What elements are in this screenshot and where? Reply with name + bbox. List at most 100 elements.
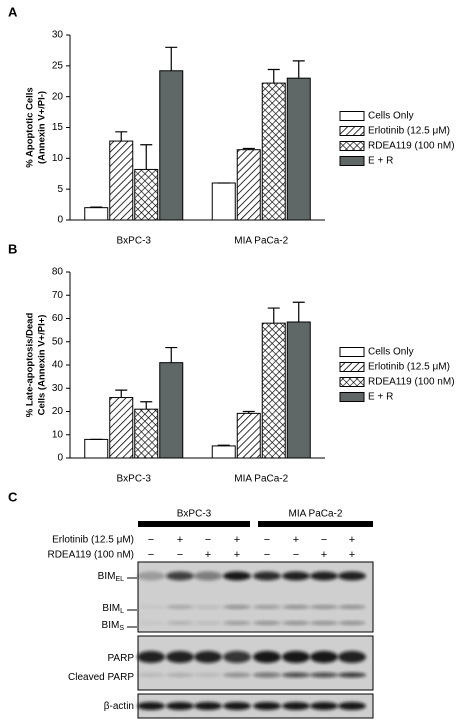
blot-band <box>223 605 251 609</box>
band-name: BIM <box>102 603 120 614</box>
treatment-sign: − <box>148 549 154 561</box>
treatment-sign: + <box>177 534 183 546</box>
legend-label: Erlotinib (12.5 μM) <box>368 126 450 137</box>
treatment-sign: + <box>321 549 327 561</box>
error-bar <box>242 410 255 414</box>
y-tick-label: 80 <box>52 267 64 278</box>
blot-band <box>282 651 310 663</box>
x-tick-label: MIA PaCa-2 <box>234 474 288 485</box>
bar <box>236 149 261 221</box>
blot-band <box>338 702 366 710</box>
x-tick-label: BxPC-3 <box>117 236 152 247</box>
bar <box>134 168 159 221</box>
blot-band <box>137 605 165 609</box>
bar <box>109 140 134 221</box>
treatment-sign: + <box>234 549 240 561</box>
bar <box>159 362 184 459</box>
y-tick-label: 50 <box>52 336 64 347</box>
y-axis-label: % Late-apoptosis/Dead <box>25 313 36 418</box>
y-tick-label: 30 <box>52 30 64 41</box>
cell-line-label: MIA PaCa-2 <box>289 509 343 520</box>
blot-band <box>137 571 165 581</box>
blot-band <box>338 571 366 581</box>
band-label: BIMEL <box>98 571 124 583</box>
legend-label: RDEA119 (100 nM) <box>368 377 455 388</box>
blot-membrane <box>137 635 374 691</box>
band-label: BIML <box>102 603 124 615</box>
y-tick-label: 10 <box>52 429 64 440</box>
bar <box>159 70 184 221</box>
blot-band <box>282 605 310 609</box>
treatment-sign: − <box>293 549 299 561</box>
treatment-sign: − <box>264 534 270 546</box>
bar <box>286 77 311 221</box>
blot-band <box>223 702 251 710</box>
band-label: PARP <box>108 653 135 664</box>
treatment-sign: + <box>205 549 211 561</box>
blot-band <box>137 621 165 625</box>
error-bar <box>90 206 103 208</box>
band-name: PARP <box>108 653 135 664</box>
error-bar <box>267 68 280 84</box>
treatment-label: Erlotinib (12.5 μM) <box>52 535 134 546</box>
band-name: BIM <box>102 620 120 631</box>
blot-band <box>310 672 338 678</box>
blot-band <box>194 702 222 710</box>
cell-line-bar <box>138 521 250 527</box>
y-tick-label: 25 <box>52 60 64 71</box>
y-tick-label: 5 <box>57 184 63 195</box>
x-tick-label: MIA PaCa-2 <box>234 236 288 247</box>
error-bar <box>292 301 305 322</box>
legend-label: E + R <box>368 156 393 167</box>
bar <box>109 397 134 459</box>
blot-band <box>166 702 194 710</box>
blot-band <box>282 702 310 710</box>
error-bar <box>115 131 128 142</box>
legend-label: E + R <box>368 392 393 403</box>
blot-band <box>338 651 366 663</box>
blot-band <box>310 605 338 609</box>
blot-band <box>223 672 251 678</box>
y-tick-label: 10 <box>52 153 64 164</box>
y-axis-label: (Annexin V+/PI-) <box>37 91 48 164</box>
blot-band <box>137 651 165 663</box>
bar <box>261 82 286 221</box>
blot-band <box>282 571 310 581</box>
band-name: BIM <box>98 571 116 582</box>
blot-band <box>338 605 366 609</box>
band-label: BIMS <box>102 620 125 632</box>
blot-band <box>338 621 366 625</box>
legend-swatch <box>339 141 365 151</box>
y-tick-label: 20 <box>52 406 64 417</box>
y-tick-label: 15 <box>52 122 64 133</box>
blot-band <box>166 571 194 581</box>
blot-band <box>310 702 338 710</box>
treatment-sign: + <box>293 534 299 546</box>
bar <box>286 321 311 459</box>
band-name: Cleaved PARP <box>68 672 134 683</box>
blot-band <box>137 672 165 678</box>
treatment-sign: − <box>264 549 270 561</box>
band-subscript: L <box>120 608 124 615</box>
blot-band <box>310 621 338 625</box>
x-tick-label: BxPC-3 <box>117 474 152 485</box>
band-name: β-actin <box>104 701 134 712</box>
legend-swatch <box>339 347 365 357</box>
legend-label: Cells Only <box>368 111 414 122</box>
blot-band <box>223 571 251 581</box>
blot-band <box>282 621 310 625</box>
error-bar <box>140 144 153 170</box>
blot-band <box>253 702 281 710</box>
legend-swatch <box>339 126 365 136</box>
bar <box>211 182 236 221</box>
treatment-sign: + <box>234 534 240 546</box>
band-subscript: EL <box>115 576 124 583</box>
blot-band <box>253 571 281 581</box>
blot-band <box>310 651 338 663</box>
blot-band <box>194 605 222 609</box>
legend-swatch <box>339 362 365 372</box>
y-tick-label: 70 <box>52 290 64 301</box>
blot-band <box>194 672 222 678</box>
y-axis-label: Cells (Annexin V+/PI+) <box>37 315 48 416</box>
